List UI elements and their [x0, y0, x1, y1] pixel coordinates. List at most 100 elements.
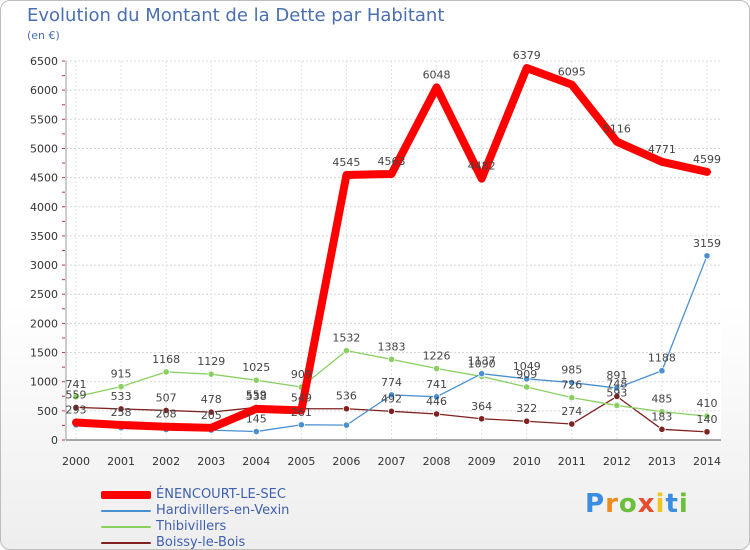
- x-tick-label: 2001: [107, 455, 135, 468]
- x-tick-label: 2004: [242, 455, 270, 468]
- data-point: [387, 355, 396, 363]
- data-label: 909: [516, 368, 537, 381]
- legend-label: Boissy-le-Bois: [156, 535, 246, 550]
- legend-label: Thibivillers: [156, 519, 227, 534]
- legend-item: Hardivillers-en-Vexin: [101, 503, 361, 519]
- y-tick-label: 3500: [30, 230, 58, 243]
- y-tick-label: 4500: [30, 172, 58, 185]
- logo-letter: i: [678, 489, 689, 519]
- data-label: 4599: [693, 153, 721, 166]
- data-label: 1532: [332, 332, 360, 345]
- legend-item: Thibivillers: [101, 519, 361, 535]
- data-point: [162, 368, 170, 376]
- legend-swatch: [101, 491, 151, 499]
- data-point: [703, 412, 711, 420]
- data-point: [523, 375, 531, 383]
- data-label: 6095: [558, 66, 586, 79]
- data-label: 6379: [513, 49, 541, 62]
- data-point: [297, 421, 305, 429]
- data-label: 293: [66, 404, 87, 417]
- data-label: 410: [697, 397, 718, 410]
- data-point: [162, 406, 170, 415]
- data-label: 1049: [513, 360, 541, 373]
- y-tick-label: 2500: [30, 288, 58, 301]
- data-label: 909: [291, 368, 312, 381]
- data-label: 364: [471, 400, 492, 413]
- data-label: 1137: [468, 355, 496, 368]
- data-label: 205: [201, 409, 222, 422]
- y-tick-label: 500: [37, 405, 58, 418]
- legend-swatch: [101, 510, 151, 512]
- data-point: [523, 383, 531, 391]
- data-label: 261: [291, 406, 312, 419]
- y-tick-label: 2000: [30, 317, 58, 330]
- legend-swatch: [101, 542, 151, 544]
- x-tick-label: 2007: [378, 455, 406, 468]
- data-label: 3159: [693, 237, 721, 250]
- data-point: [613, 401, 621, 410]
- data-point: [658, 425, 666, 433]
- legend-item: Boissy-le-Bois: [101, 535, 361, 550]
- data-point: [703, 428, 711, 436]
- data-label: 5116: [603, 123, 631, 136]
- data-point: [658, 367, 666, 375]
- data-point: [568, 378, 576, 387]
- chart-title: Evolution du Montant de la Dette par Hab…: [27, 5, 445, 26]
- data-label: 748: [606, 377, 627, 390]
- data-label: 536: [336, 390, 357, 403]
- data-label: 208: [156, 408, 177, 421]
- data-point: [387, 391, 396, 399]
- y-tick-label: 6000: [30, 84, 58, 97]
- data-point: [703, 252, 711, 260]
- y-tick-label: 5500: [30, 113, 58, 126]
- data-point: [613, 392, 621, 400]
- data-label: 891: [606, 369, 627, 382]
- data-label: 559: [66, 388, 87, 401]
- data-label: 549: [291, 391, 312, 404]
- data-point: [568, 420, 576, 428]
- legend-label: ÉNENCOURT-LE-SEC: [156, 487, 286, 502]
- chart-subtitle: (en €): [27, 29, 60, 42]
- legend-label: Hardivillers-en-Vexin: [156, 503, 290, 518]
- data-point: [613, 384, 621, 392]
- proxiti-logo: Proxiti: [585, 489, 689, 519]
- y-tick-label: 3000: [30, 259, 58, 272]
- x-tick-label: 2003: [197, 455, 225, 468]
- data-point: [252, 376, 260, 384]
- x-tick-label: 2002: [152, 455, 180, 468]
- data-label: 741: [66, 378, 87, 391]
- data-label: 1383: [378, 340, 406, 353]
- data-point: [478, 370, 486, 378]
- data-point: [342, 347, 351, 355]
- y-tick-label: 5000: [30, 142, 58, 155]
- x-tick-label: 2010: [513, 455, 541, 468]
- series-line: [72, 64, 711, 432]
- data-label: 492: [381, 392, 402, 405]
- data-label: 538: [246, 390, 267, 403]
- x-tick-label: 2011: [558, 455, 586, 468]
- x-tick-label: 2000: [62, 455, 90, 468]
- y-tick-label: 0: [51, 434, 58, 447]
- data-point: [72, 403, 80, 412]
- data-point: [432, 410, 441, 418]
- data-label: 559: [246, 388, 267, 401]
- x-tick-label: 2008: [423, 455, 451, 468]
- data-label: 774: [381, 376, 402, 389]
- data-label: 1129: [197, 355, 225, 368]
- data-label: 1188: [648, 352, 676, 365]
- data-point: [478, 415, 486, 423]
- data-point: [432, 393, 441, 401]
- data-label: 4545: [332, 156, 360, 169]
- data-label: 4482: [468, 160, 496, 173]
- data-point: [72, 393, 80, 401]
- data-label: 183: [651, 410, 672, 423]
- data-point: [207, 370, 215, 378]
- data-label: 4563: [378, 155, 406, 168]
- logo-letter: t: [665, 489, 679, 519]
- data-point: [658, 408, 666, 416]
- y-tick-label: 1500: [30, 347, 58, 360]
- logo-letter: P: [585, 489, 606, 519]
- data-point: [342, 405, 351, 413]
